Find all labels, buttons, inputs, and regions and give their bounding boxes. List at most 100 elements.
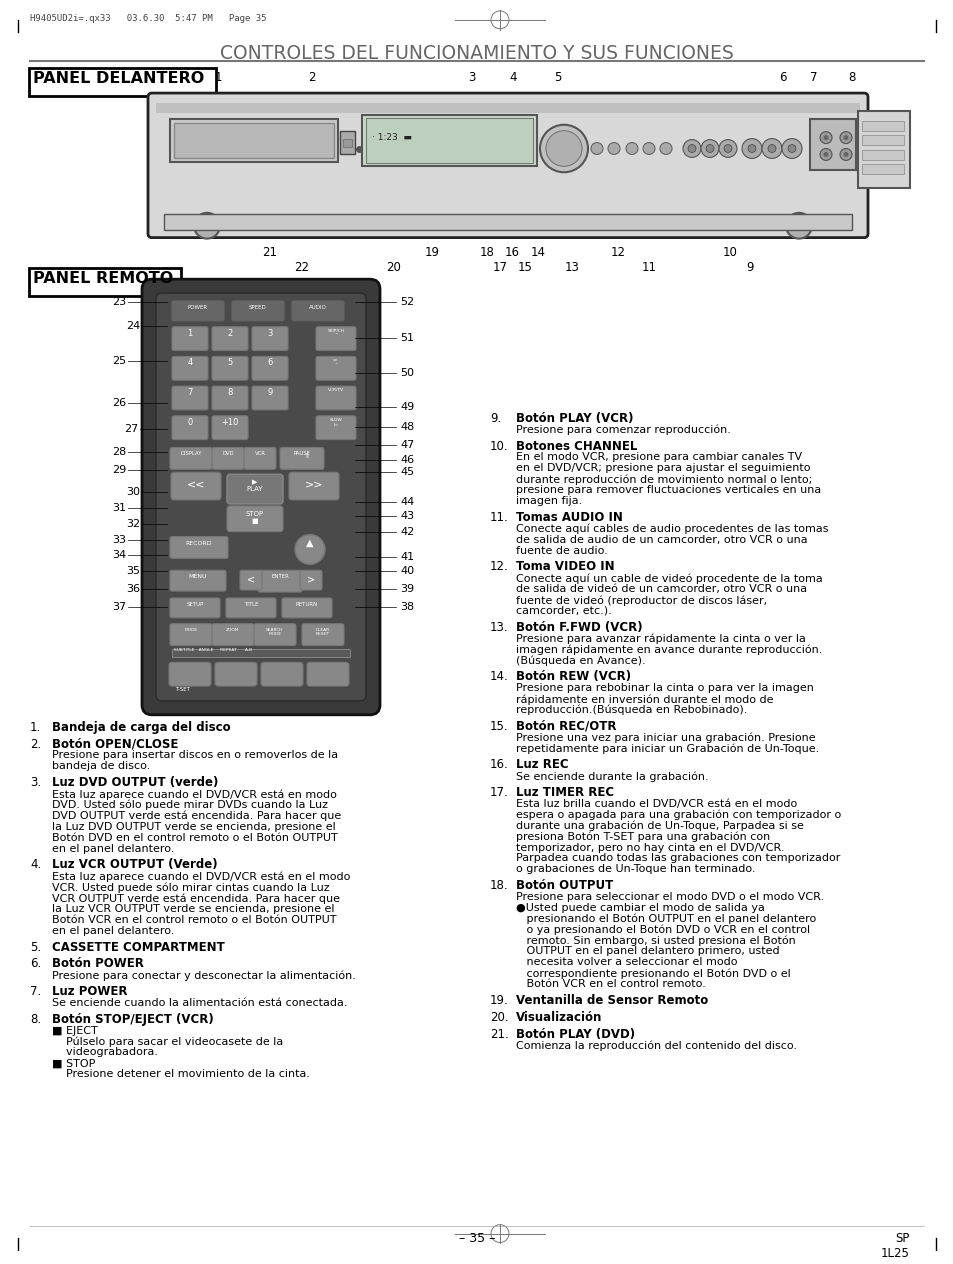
Text: CASSETTE COMPARTMENT: CASSETTE COMPARTMENT xyxy=(52,940,225,953)
Text: 39: 39 xyxy=(399,584,414,594)
Text: SP
1L25: SP 1L25 xyxy=(881,1231,909,1260)
Text: Luz VCR OUTPUT (Verde): Luz VCR OUTPUT (Verde) xyxy=(52,858,217,871)
Text: 7: 7 xyxy=(809,71,817,85)
FancyBboxPatch shape xyxy=(170,623,212,646)
FancyBboxPatch shape xyxy=(171,473,221,501)
FancyBboxPatch shape xyxy=(232,301,284,321)
Text: 12: 12 xyxy=(610,245,625,259)
Circle shape xyxy=(820,148,831,161)
Text: 21.: 21. xyxy=(490,1028,508,1040)
Text: ■ STOP: ■ STOP xyxy=(52,1058,95,1068)
FancyBboxPatch shape xyxy=(240,570,262,590)
Text: 1.: 1. xyxy=(30,720,41,733)
Text: 6.: 6. xyxy=(30,957,41,971)
Text: STOP
■: STOP ■ xyxy=(246,511,264,523)
FancyBboxPatch shape xyxy=(212,447,244,469)
FancyBboxPatch shape xyxy=(212,356,248,380)
Text: Botón PLAY (VCR): Botón PLAY (VCR) xyxy=(516,412,633,425)
Text: fuente de audio.: fuente de audio. xyxy=(516,546,607,555)
Text: presione para remover fluctuaciones verticales en una: presione para remover fluctuaciones vert… xyxy=(516,485,821,495)
Bar xyxy=(343,139,352,147)
Bar xyxy=(366,118,533,163)
Text: 52: 52 xyxy=(399,297,414,307)
FancyBboxPatch shape xyxy=(170,447,212,469)
FancyBboxPatch shape xyxy=(214,662,256,686)
FancyBboxPatch shape xyxy=(172,301,224,321)
Text: 36: 36 xyxy=(126,584,140,594)
Text: Visualización: Visualización xyxy=(516,1011,601,1024)
Text: 7.: 7. xyxy=(30,985,41,999)
Text: remoto. Sin embargo, si usted presiona el Botón: remoto. Sin embargo, si usted presiona e… xyxy=(516,935,795,945)
Text: 35: 35 xyxy=(126,566,140,576)
Text: OUTPUT en el panel delantero primero, usted: OUTPUT en el panel delantero primero, us… xyxy=(516,947,779,957)
Text: H9405UD2i=.qx33   03.6.30  5:47 PM   Page 35: H9405UD2i=.qx33 03.6.30 5:47 PM Page 35 xyxy=(30,14,266,23)
Text: RECORD: RECORD xyxy=(186,541,213,546)
Text: Bandeja de carga del disco: Bandeja de carga del disco xyxy=(52,720,231,733)
Circle shape xyxy=(723,144,731,153)
Text: 1: 1 xyxy=(187,329,193,337)
Text: Esta luz aparece cuando el DVD/VCR está en el modo: Esta luz aparece cuando el DVD/VCR está … xyxy=(52,871,350,882)
Circle shape xyxy=(705,144,713,153)
Text: 9.: 9. xyxy=(490,412,500,425)
FancyBboxPatch shape xyxy=(169,662,211,686)
FancyBboxPatch shape xyxy=(302,623,344,646)
Text: 26: 26 xyxy=(112,398,126,408)
Text: 4: 4 xyxy=(187,359,193,368)
Text: 5: 5 xyxy=(227,359,233,368)
Circle shape xyxy=(719,139,737,158)
FancyBboxPatch shape xyxy=(315,356,355,380)
Circle shape xyxy=(193,212,220,239)
Text: durante una grabación de Un-Toque, Parpadea si se: durante una grabación de Un-Toque, Parpa… xyxy=(516,820,803,832)
Text: SPEED: SPEED xyxy=(249,305,267,310)
Text: 49: 49 xyxy=(399,402,414,412)
Text: Parpadea cuando todas las grabaciones con temporizador: Parpadea cuando todas las grabaciones co… xyxy=(516,853,840,863)
Bar xyxy=(156,102,859,112)
Text: 30: 30 xyxy=(126,487,140,497)
Text: 24: 24 xyxy=(126,321,140,331)
Text: Botón OUTPUT: Botón OUTPUT xyxy=(516,880,613,892)
Text: ZOOM: ZOOM xyxy=(226,628,239,632)
Circle shape xyxy=(607,143,619,154)
Text: 44: 44 xyxy=(399,497,414,507)
Text: >>: >> xyxy=(304,479,323,489)
Text: · 1:23  ▬: · 1:23 ▬ xyxy=(372,133,412,142)
Text: Presione para avanzar rápidamente la cinta o ver la: Presione para avanzar rápidamente la cin… xyxy=(516,633,805,645)
Text: necesita volver a seleccionar el modo: necesita volver a seleccionar el modo xyxy=(516,957,737,967)
FancyBboxPatch shape xyxy=(280,447,324,469)
Circle shape xyxy=(840,131,851,144)
Text: en el DVD/VCR; presione para ajustar el seguimiento: en el DVD/VCR; presione para ajustar el … xyxy=(516,464,810,473)
Text: Presione para comenzar reproducción.: Presione para comenzar reproducción. xyxy=(516,425,730,435)
Text: RETURN: RETURN xyxy=(295,602,317,607)
Text: >: > xyxy=(307,574,314,584)
Text: Botón VCR en el control remoto.: Botón VCR en el control remoto. xyxy=(516,980,705,990)
Text: 13: 13 xyxy=(564,262,578,274)
Text: presiona Botón T-SET para una grabación con: presiona Botón T-SET para una grabación … xyxy=(516,832,769,842)
Text: rápidamente en inversión durante el modo de: rápidamente en inversión durante el modo… xyxy=(516,694,773,704)
Text: bandeja de disco.: bandeja de disco. xyxy=(52,761,150,771)
Text: Se enciende cuando la alimentación está conectada.: Se enciende cuando la alimentación está … xyxy=(52,999,347,1007)
Text: 19: 19 xyxy=(424,245,439,259)
Text: 8: 8 xyxy=(847,71,855,85)
Text: 12.: 12. xyxy=(490,560,508,574)
Text: Luz POWER: Luz POWER xyxy=(52,985,128,999)
Text: 16: 16 xyxy=(504,245,519,259)
Text: la Luz DVD OUTPUT verde se encienda, presione el: la Luz DVD OUTPUT verde se encienda, pre… xyxy=(52,822,335,832)
Text: Se enciende durante la grabación.: Se enciende durante la grabación. xyxy=(516,771,708,781)
Text: SLOW
|>: SLOW |> xyxy=(330,418,342,426)
Text: Esta luz brilla cuando el DVD/VCR está en el modo: Esta luz brilla cuando el DVD/VCR está e… xyxy=(516,799,797,809)
Circle shape xyxy=(822,152,827,157)
Text: 31: 31 xyxy=(112,503,126,513)
Text: ●Usted puede cambiar el modo de salida ya: ●Usted puede cambiar el modo de salida y… xyxy=(516,902,764,913)
Text: 16.: 16. xyxy=(490,758,508,771)
Text: camcorder, etc.).: camcorder, etc.). xyxy=(516,605,611,616)
Text: 17.: 17. xyxy=(490,786,508,799)
Text: SEARCH
MODE: SEARCH MODE xyxy=(266,628,283,636)
Text: 23: 23 xyxy=(112,297,126,307)
Text: 2: 2 xyxy=(227,329,233,337)
Text: ENTER: ENTER xyxy=(271,574,289,579)
Text: repetidamente para iniciar un Grabación de Un-Toque.: repetidamente para iniciar un Grabación … xyxy=(516,743,819,755)
Text: SKIP/CH
^: SKIP/CH ^ xyxy=(327,329,344,337)
Text: 50: 50 xyxy=(399,368,414,378)
Text: 3: 3 xyxy=(468,71,476,85)
Text: 20: 20 xyxy=(386,262,401,274)
